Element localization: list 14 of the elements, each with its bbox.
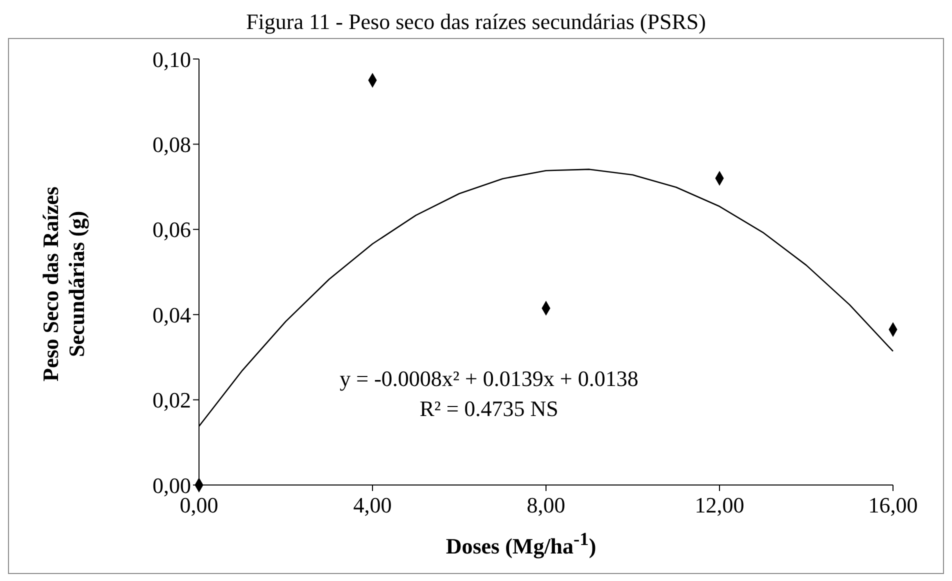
- y-tick-label: 0,02: [152, 388, 191, 413]
- x-tick-label: 8,00: [526, 492, 566, 518]
- y-tick-label: 0,06: [152, 217, 191, 242]
- x-tick-label: 16,00: [868, 492, 918, 518]
- y-tick-label: 0,08: [152, 132, 191, 158]
- y-axis-title: Peso Seco das Raízes Secundárias (g): [38, 186, 90, 384]
- annotation: y = -0.0008x² + 0.0139x + 0.0138: [338, 365, 640, 393]
- annotation: R² = 0.4735 NS: [418, 395, 560, 423]
- x-axis-title: Doses (Mg/ha$^{-1}$): [444, 529, 598, 560]
- chart-title: Figura 11 - Peso seco das raízes secundárias (PSRS): [245, 8, 707, 36]
- y-tick-label: 0,10: [152, 46, 191, 72]
- y-tick-label: 0,04: [152, 302, 191, 328]
- x-tick-label: 4,00: [353, 492, 392, 518]
- x-tick-label: 12,00: [694, 492, 744, 518]
